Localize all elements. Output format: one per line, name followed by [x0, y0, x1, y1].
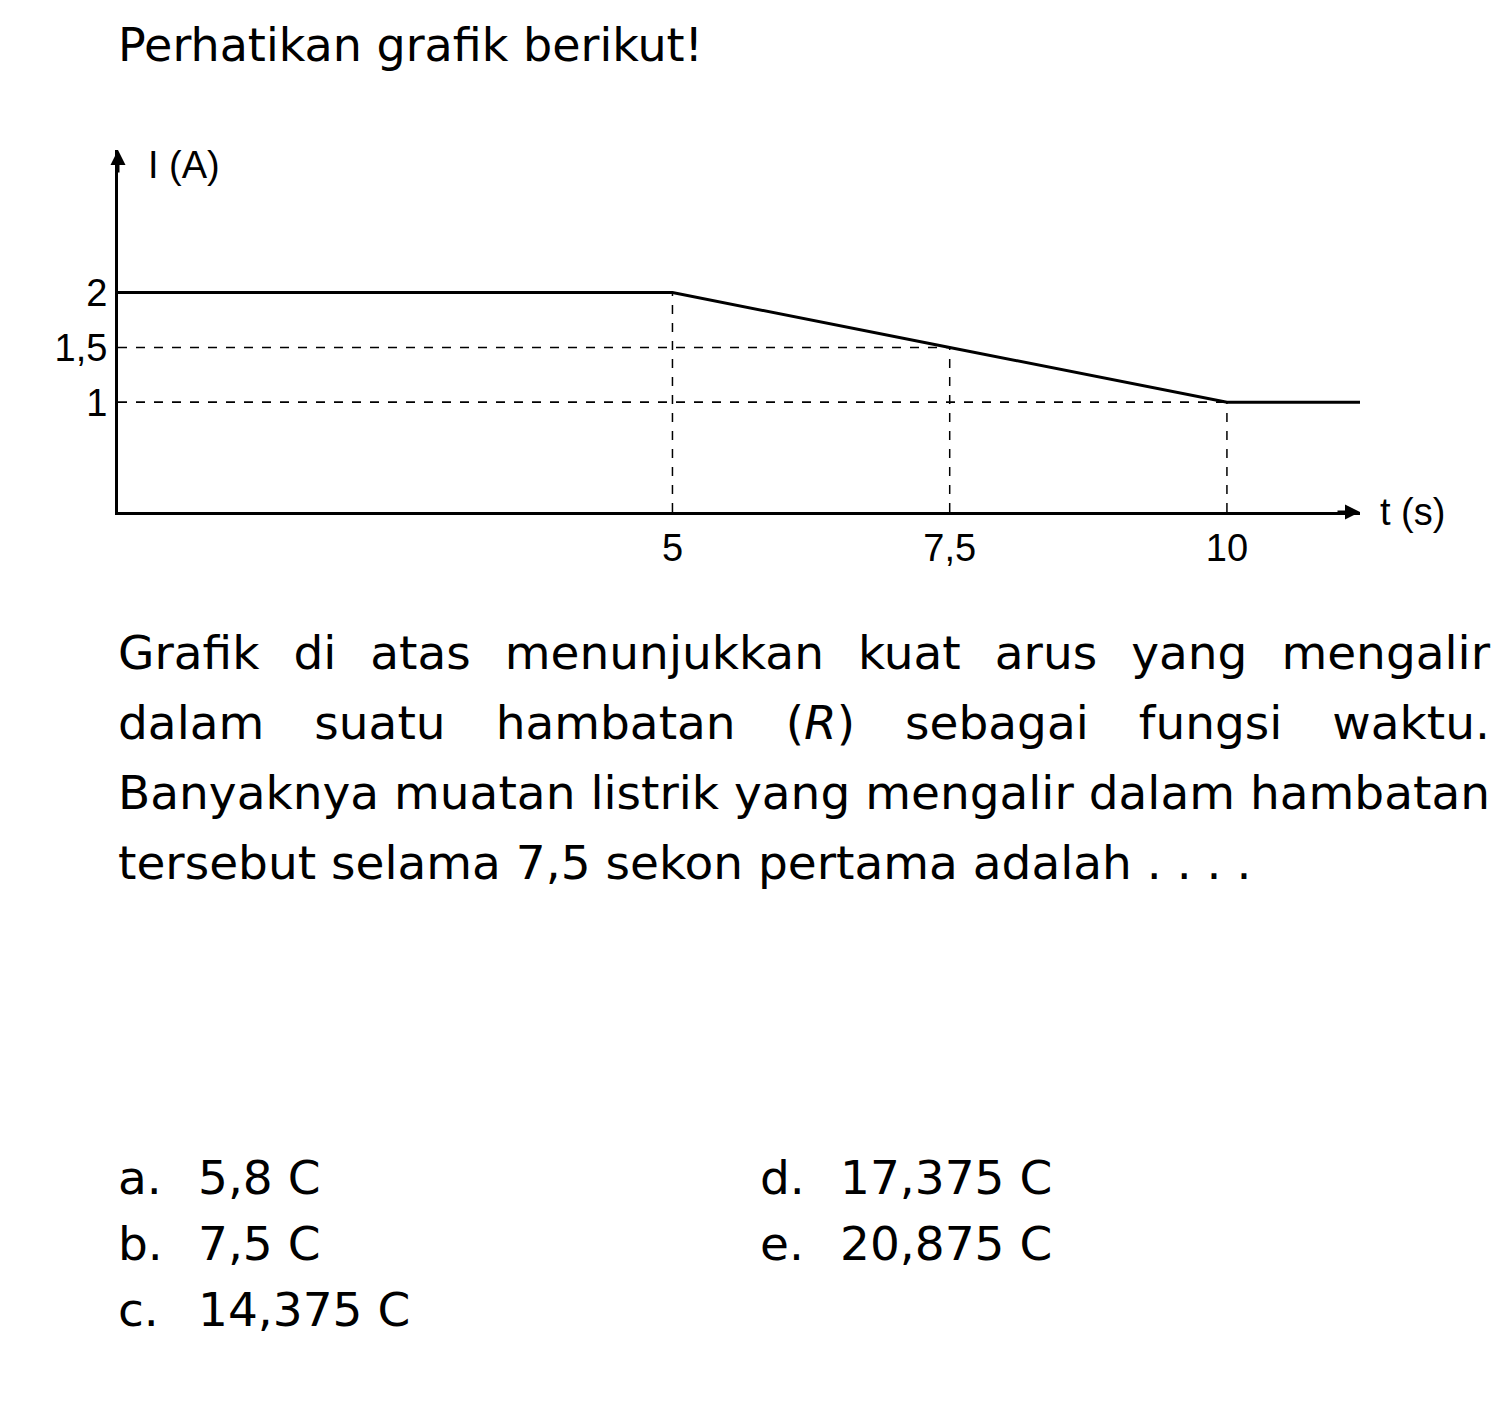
html-text:a.: a.: [118, 1150, 162, 1205]
html-text:b.: b.: [118, 1216, 163, 1271]
html-text:20,875 C: 20,875 C: [840, 1216, 1053, 1271]
svg-text:I (A): I (A): [148, 144, 220, 186]
svg-text:1,5: 1,5: [55, 327, 108, 369]
html-text:5,8 C: 5,8 C: [198, 1150, 321, 1205]
html-text:7,5 C: 7,5 C: [198, 1216, 321, 1271]
svg-text:2: 2: [86, 272, 107, 314]
svg-text:1: 1: [86, 382, 107, 424]
html-text:Grafik di atas menunjukkan kua: Grafik di atas menunjukkan kuat arus yan…: [118, 625, 1490, 890]
html-text:c.: c.: [118, 1282, 159, 1337]
svg-text:7,5: 7,5: [923, 527, 976, 569]
html-text:17,375 C: 17,375 C: [840, 1150, 1053, 1205]
html-text:e.: e.: [760, 1216, 804, 1271]
svg-text:10: 10: [1206, 527, 1248, 569]
svg-text:5: 5: [662, 527, 683, 569]
svg-text:t (s): t (s): [1380, 491, 1445, 533]
html-text:Perhatikan grafik berikut!: Perhatikan grafik berikut!: [118, 18, 703, 72]
html-text:d.: d.: [760, 1150, 805, 1205]
html-text:14,375 C: 14,375 C: [198, 1282, 411, 1337]
